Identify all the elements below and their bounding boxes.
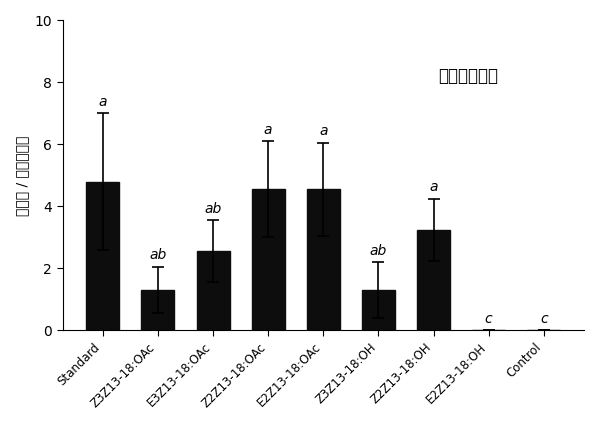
Text: ab: ab	[204, 202, 222, 216]
Text: a: a	[264, 123, 273, 137]
Bar	[417, 230, 450, 331]
Text: a: a	[99, 95, 107, 109]
Y-axis label: 성충수 / 페로몬트랩: 성충수 / 페로몬트랩	[15, 135, 29, 215]
Bar	[86, 181, 119, 331]
Text: a: a	[429, 180, 438, 194]
Bar	[141, 290, 174, 331]
Bar	[252, 190, 285, 331]
Bar	[307, 190, 340, 331]
Text: c: c	[540, 312, 547, 326]
Text: c: c	[485, 312, 492, 326]
Text: ab: ab	[149, 248, 167, 262]
Text: a: a	[319, 124, 328, 138]
Bar	[362, 290, 395, 331]
Text: 포도유리나방: 포도유리나방	[438, 67, 498, 85]
Text: ab: ab	[370, 244, 387, 258]
Bar	[196, 252, 229, 331]
